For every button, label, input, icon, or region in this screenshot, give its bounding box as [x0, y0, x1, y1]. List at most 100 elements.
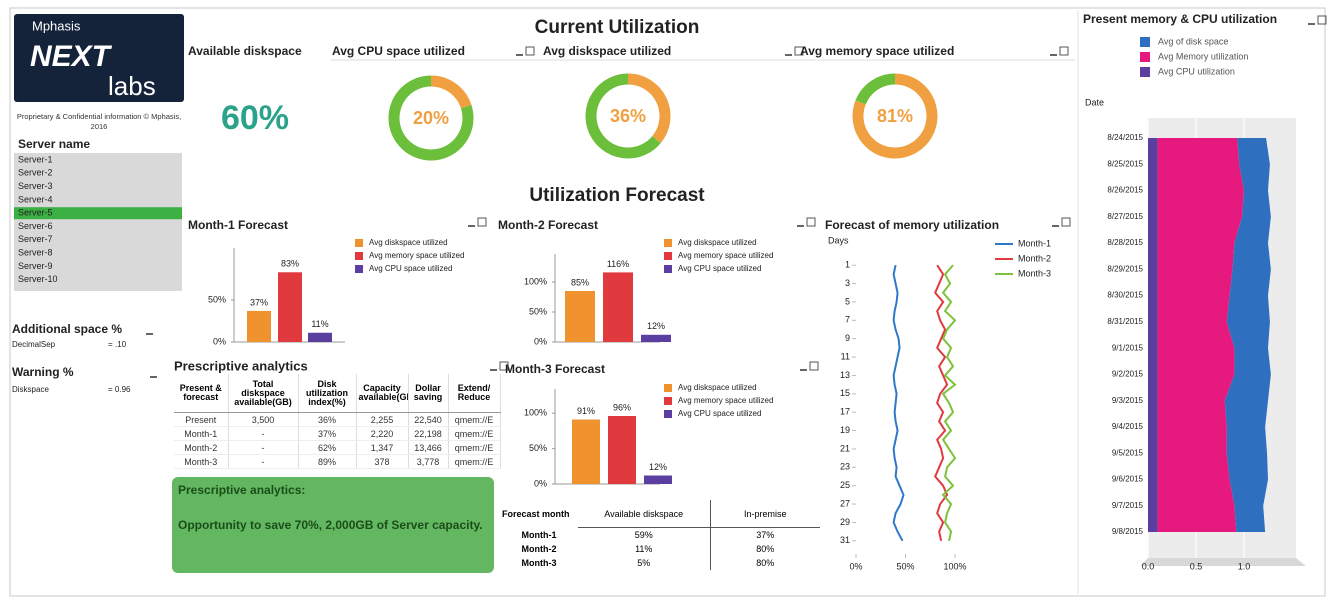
maximize-button[interactable]	[525, 46, 535, 56]
x-tick-label: 0.5	[1190, 561, 1203, 571]
y-tick-label: 23	[840, 462, 850, 472]
server-item[interactable]: Server-1	[18, 154, 53, 164]
table-title: Prescriptive analytics	[174, 358, 308, 373]
legend-label: Avg CPU space utilized	[369, 264, 452, 273]
cell: qmem://E	[448, 426, 501, 441]
cell: Present	[174, 412, 229, 427]
warning-name: Diskspace	[12, 385, 49, 394]
bar	[641, 334, 671, 342]
x-tick-label: 0%	[849, 561, 862, 571]
server-item[interactable]: Server-9	[18, 261, 53, 271]
insight-box: Prescriptive analytics: Opportunity to s…	[172, 477, 494, 573]
y-tick-label: 31	[840, 535, 850, 545]
y-tick-label: 9/4/2015	[1112, 422, 1144, 431]
bar	[608, 416, 636, 484]
chart-title: Avg diskspace utilized	[543, 44, 671, 58]
line	[941, 264, 957, 542]
legend-label: Month-2	[1018, 253, 1051, 263]
legend-label: Avg of disk space	[1158, 36, 1228, 46]
maximize-button[interactable]	[499, 361, 509, 371]
maximize-button[interactable]	[477, 217, 487, 227]
cell: 59%	[578, 527, 711, 542]
y-tick-label: 0%	[534, 478, 547, 488]
legend-swatch	[355, 239, 363, 247]
y-tick-label: 21	[840, 443, 850, 453]
chart-title: Month-3 Forecast	[505, 362, 605, 376]
cell: 3,500	[228, 412, 299, 427]
y-tick-label: 100%	[524, 276, 547, 286]
server-item[interactable]: Server-5	[18, 208, 53, 218]
y-tick-label: 50%	[529, 306, 547, 316]
chart-title: Avg CPU space utilized	[332, 44, 465, 58]
additional-space-title: Additional space %	[12, 322, 122, 336]
donut-label: 36%	[610, 106, 646, 126]
server-item[interactable]: Server-4	[18, 194, 53, 204]
y-tick-label: 50%	[208, 294, 226, 304]
warning-value: = 0.96	[108, 385, 131, 394]
cell: qmem://E	[448, 412, 501, 427]
maximize-button[interactable]	[794, 46, 804, 56]
cell: Month-3	[521, 558, 557, 568]
cell: 36%	[298, 412, 357, 427]
cell: 80%	[756, 544, 775, 554]
maximize-button[interactable]	[1061, 217, 1071, 227]
value-label: 91%	[577, 406, 595, 416]
header-cell: Present & forecast	[174, 374, 229, 413]
header-row: Forecast month Available diskspace In-prem…	[500, 500, 820, 528]
header-cell: Dollar saving	[408, 374, 449, 413]
y-tick-label: 0%	[213, 336, 226, 346]
bar	[565, 291, 595, 342]
cell: 378	[356, 454, 409, 469]
line	[892, 264, 905, 542]
maximize-button[interactable]	[1059, 46, 1069, 56]
cell: -	[228, 454, 299, 469]
additional-space-name: DecimalSep	[12, 340, 56, 349]
row: Month-1-37% 2,220 22,198 qmem://E	[174, 426, 501, 441]
header-cell: Disk utilization index(%)	[298, 374, 357, 413]
legend-label: Month-3	[1018, 268, 1051, 278]
y-tick-label: 29	[840, 517, 850, 527]
y-tick-label: 8/27/2015	[1107, 212, 1143, 221]
donut-segment	[627, 73, 671, 144]
value-label: 11%	[311, 319, 328, 329]
server-item[interactable]: Server-3	[18, 181, 53, 191]
kpi-value: 60%	[221, 99, 289, 137]
server-item[interactable]: Server-7	[18, 234, 53, 244]
header-cell: In-premise	[710, 500, 820, 528]
server-item[interactable]: Server-10	[18, 274, 58, 284]
insight-text: Opportunity to save 70%, 2,000GB of Serv…	[178, 518, 483, 532]
bar	[644, 475, 672, 484]
chart-title: Month-2 Forecast	[498, 218, 598, 232]
line	[934, 264, 949, 542]
value-label: 12%	[649, 462, 667, 472]
additional-space-value: = .10	[108, 340, 127, 349]
y-tick-label: 9/3/2015	[1112, 396, 1144, 405]
y-tick-label: 19	[840, 425, 850, 435]
y-tick-label: 0%	[534, 336, 547, 346]
cell: 1,347	[356, 440, 409, 455]
legend-label: Avg CPU space utilized	[678, 264, 761, 273]
cell: 13,466	[408, 440, 449, 455]
y-tick-label: 8/28/2015	[1107, 238, 1143, 247]
y-tick-label: 8/25/2015	[1107, 159, 1143, 168]
value-label: 116%	[607, 259, 629, 269]
server-item[interactable]: Server-6	[18, 221, 53, 231]
server-item[interactable]: Server-8	[18, 247, 53, 257]
server-list-box	[14, 153, 182, 291]
legend-swatch	[664, 384, 672, 392]
cell: Month-2	[174, 440, 229, 455]
legend-label: Avg diskspace utilized	[678, 383, 757, 392]
cell: 80%	[756, 558, 775, 568]
maximize-button[interactable]	[809, 361, 819, 371]
maximize-button[interactable]	[806, 217, 816, 227]
cell: 2,220	[356, 426, 409, 441]
legend-label: Avg diskspace utilized	[678, 238, 757, 247]
maximize-button[interactable]	[1317, 15, 1327, 25]
section-title: Utilization Forecast	[529, 185, 705, 206]
donut-segment	[585, 73, 661, 159]
y-tick-label: 9/2/2015	[1112, 370, 1144, 379]
cell: 22,540	[408, 412, 449, 427]
server-item[interactable]: Server-2	[18, 168, 53, 178]
legend-swatch	[355, 265, 363, 273]
y-tick-label: 7	[845, 315, 850, 325]
